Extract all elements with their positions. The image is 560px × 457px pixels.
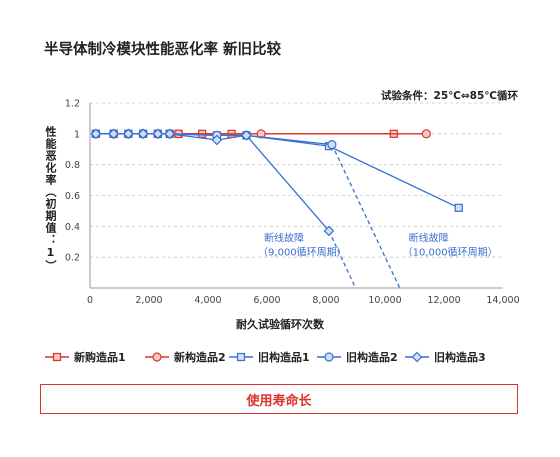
chart-title: 半导体制冷模块性能恶化率 新旧比较 — [44, 42, 282, 58]
data-point — [90, 128, 102, 140]
data-point — [108, 128, 119, 140]
legend-swatch — [317, 352, 341, 362]
data-point — [123, 128, 134, 140]
test-condition: 试验条件：25℃⇔85℃循环 — [381, 90, 518, 102]
legend-label: 旧构造品3 — [434, 351, 486, 364]
legend-item: 新构造品2 — [144, 348, 226, 366]
x-tick-label: 12,000 — [427, 295, 460, 306]
annotation-cycles: （10,000循环周期） — [403, 246, 498, 259]
y-tick-label: 1 — [74, 129, 80, 140]
annotation-title: 断线故障 — [264, 232, 304, 245]
legend-item: 旧构造品2 — [316, 348, 398, 366]
legend-swatch — [229, 352, 253, 362]
data-point — [164, 128, 175, 140]
x-tick-label: 0 — [87, 295, 93, 306]
legend-label: 旧构造品1 — [258, 351, 310, 364]
data-point — [327, 140, 337, 150]
data-point — [323, 225, 335, 237]
x-tick-label: 10,000 — [368, 295, 401, 306]
x-tick-label: 2,000 — [135, 295, 162, 306]
data-point — [152, 128, 164, 140]
x-tick-label: 8,000 — [312, 295, 339, 306]
y-tick-label: 0.8 — [65, 160, 80, 171]
legend-label: 新购造品1 — [74, 351, 126, 364]
legend-swatch — [145, 352, 169, 362]
annotations: 断线故障（9,000循环周期）断线故障（10,000循环周期） — [258, 232, 498, 259]
x-tick-label: 6,000 — [253, 295, 280, 306]
life-banner: 使用寿命长 — [40, 384, 518, 414]
legend-label: 旧构造品2 — [346, 351, 398, 364]
legend-swatch-marker — [236, 352, 246, 362]
y-tick-label: 0.2 — [65, 253, 80, 264]
y-tick-label: 0.4 — [65, 222, 80, 233]
data-point — [241, 130, 252, 141]
y-axis-label: 性能恶化率（初期值：1） — [44, 126, 57, 272]
annotation-cycles: （9,000循环周期） — [258, 246, 347, 259]
data-point — [211, 134, 223, 146]
data-point — [137, 128, 149, 140]
legend-item: 新购造品1 — [44, 348, 126, 366]
legend-swatch-marker — [152, 352, 162, 362]
x-axis-label: 耐久试验循环次数 — [236, 318, 324, 331]
series-5 — [90, 128, 335, 237]
data-point — [454, 203, 463, 212]
x-tick-label: 14,000 — [486, 295, 519, 306]
failure-extrapolation-line — [331, 144, 401, 289]
axes: 0.2 0.4 0.6 0.8 1 1.2 0 2,000 4,000 6,000 8,000 10,… — [65, 99, 520, 307]
series-line — [95, 133, 330, 232]
legend-swatch-marker — [324, 352, 334, 362]
legend-item: 旧构造品3 — [404, 348, 486, 366]
legend-swatch-marker — [411, 351, 423, 363]
legend-swatch — [405, 351, 429, 363]
legend-swatch — [45, 352, 69, 362]
legend: 新购造品1 新构造品2 旧构造品1 旧构造品2 旧构造品3 — [44, 348, 524, 366]
series-layer — [90, 128, 463, 289]
life-label: 使用寿命长 — [246, 393, 312, 409]
x-tick-label: 4,000 — [194, 295, 221, 306]
y-tick-label: 0.6 — [65, 191, 80, 202]
data-point — [421, 129, 431, 139]
legend-swatch-marker — [52, 352, 62, 362]
legend-label: 新构造品2 — [174, 351, 226, 364]
annotation-title: 断线故障 — [409, 232, 449, 245]
failure-extrapolation-line — [328, 230, 357, 289]
y-tick-label: 1.2 — [65, 99, 80, 110]
legend-item: 旧构造品1 — [228, 348, 310, 366]
